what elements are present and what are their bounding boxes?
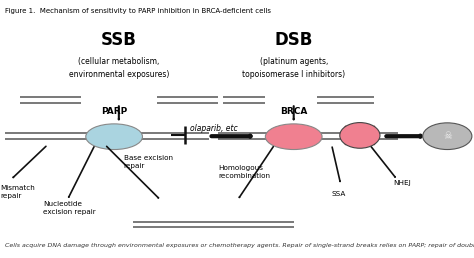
- Text: SSA: SSA: [331, 191, 346, 197]
- Ellipse shape: [340, 123, 380, 148]
- Text: Base excision
repair: Base excision repair: [124, 155, 173, 169]
- Text: (platinum agents,
topoisomerase I inhibitors): (platinum agents, topoisomerase I inhibi…: [242, 57, 345, 79]
- Text: DSB: DSB: [274, 31, 313, 50]
- Text: Mismatch
repair: Mismatch repair: [0, 186, 36, 199]
- Text: Nucleotide
excision repair: Nucleotide excision repair: [43, 201, 96, 215]
- Text: BRCA: BRCA: [280, 107, 308, 116]
- Text: SSB: SSB: [101, 31, 137, 50]
- Text: PARP: PARP: [101, 107, 127, 116]
- Text: (cellular metabolism,
environmental exposures): (cellular metabolism, environmental expo…: [69, 57, 169, 79]
- Text: Homologous
recombination: Homologous recombination: [218, 165, 270, 179]
- Ellipse shape: [265, 124, 322, 150]
- Text: ☠: ☠: [443, 131, 452, 141]
- Circle shape: [423, 123, 472, 150]
- Text: NHEJ: NHEJ: [393, 180, 410, 186]
- Ellipse shape: [86, 124, 143, 150]
- Text: olaparib, etc: olaparib, etc: [190, 124, 237, 133]
- Text: Figure 1.  Mechanism of sensitivity to PARP inhibition in BRCA-deficient cells: Figure 1. Mechanism of sensitivity to PA…: [5, 8, 271, 14]
- Text: Cells acquire DNA damage through environmental exposures or chemotherapy agents.: Cells acquire DNA damage through environ…: [5, 243, 474, 248]
